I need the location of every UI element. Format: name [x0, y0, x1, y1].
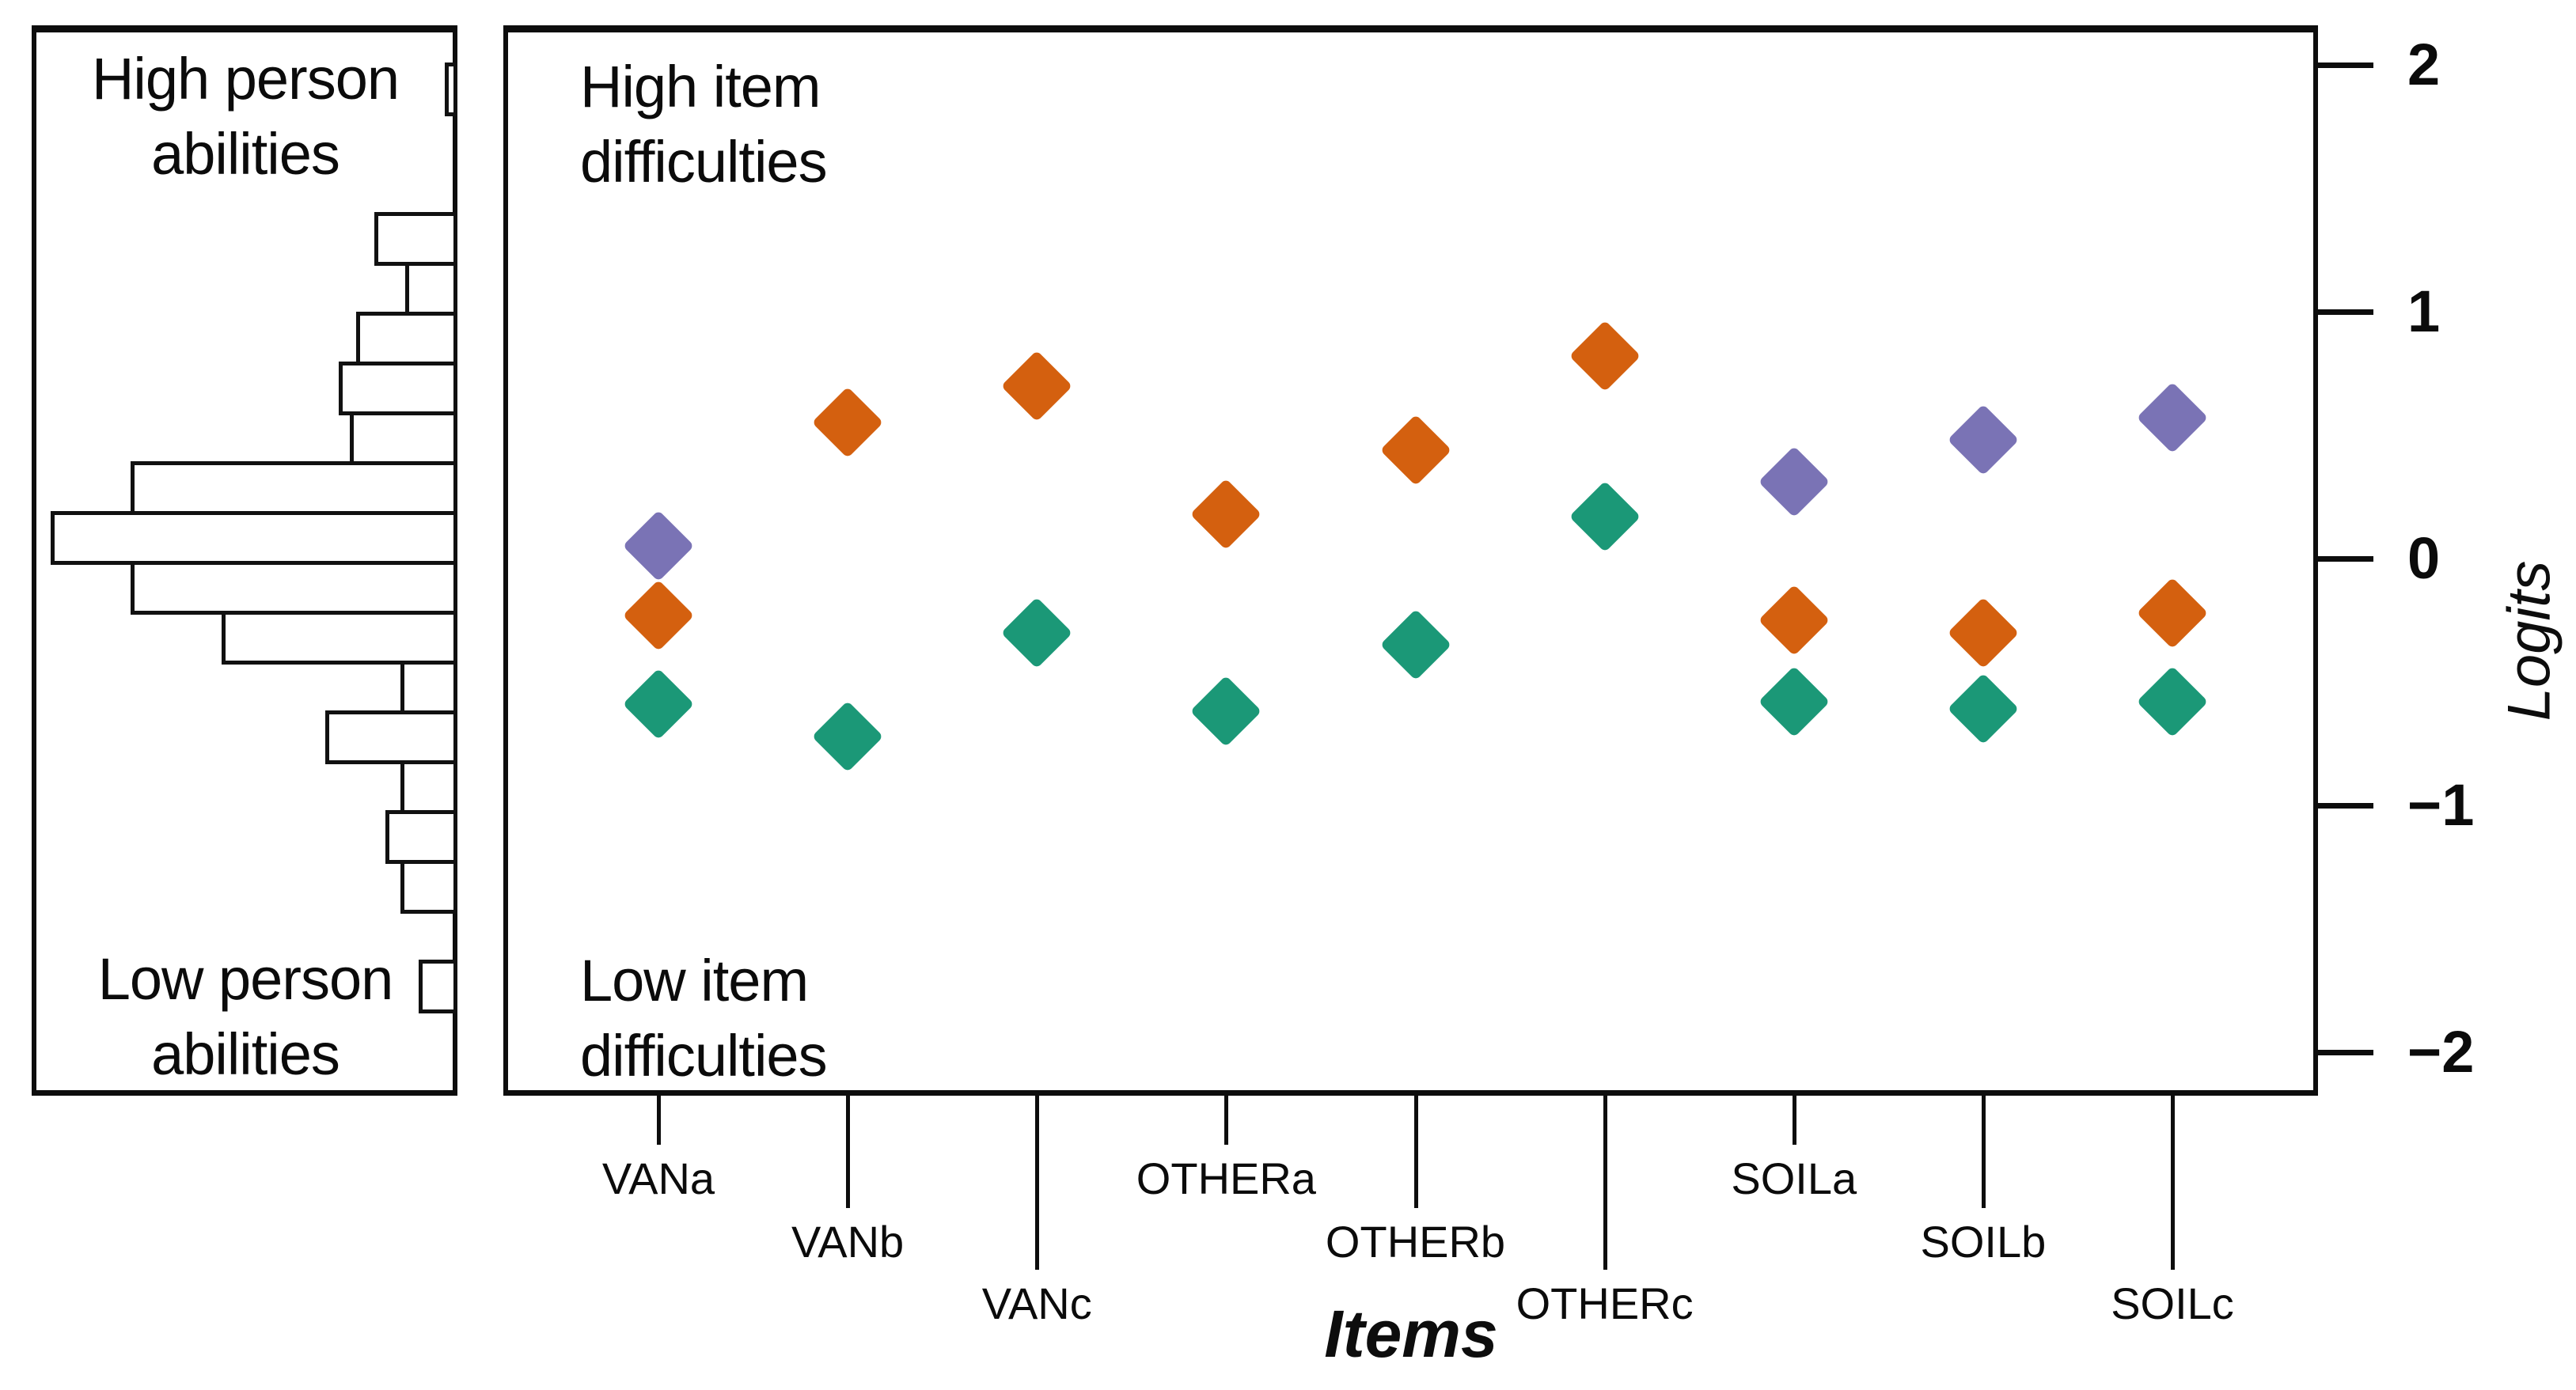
- item-tick-OTHERb: [1413, 1096, 1418, 1208]
- person-histogram-bar: [222, 611, 457, 665]
- item-tick-label-SOILb: SOILb: [1920, 1217, 2047, 1267]
- item-tick-OTHERc: [1603, 1096, 1607, 1270]
- item-tick-SOILa: [1792, 1096, 1796, 1145]
- person-histogram-bar: [445, 62, 457, 116]
- person-histogram-bar: [131, 461, 457, 515]
- item-tick-label-VANa: VANa: [601, 1153, 715, 1203]
- logit-tick-2: [2318, 62, 2373, 68]
- person-histogram-bar: [400, 760, 457, 814]
- item-tick-VANc: [1035, 1096, 1040, 1270]
- item-tick-label-OTHERb: OTHERb: [1325, 1217, 1506, 1267]
- person-histogram-bar: [350, 411, 457, 465]
- item-tick-label-SOILc: SOILc: [2111, 1278, 2234, 1328]
- item-tick-SOILc: [2171, 1096, 2175, 1270]
- person-histogram-bar: [339, 362, 457, 415]
- logit-tick-label-0: 0: [2407, 525, 2441, 591]
- item-difficulty-panel: [503, 25, 2318, 1096]
- item-tick-OTHERa: [1224, 1096, 1229, 1145]
- logit-tick-−1: [2318, 803, 2373, 809]
- item-tick-label-OTHERc: OTHERc: [1516, 1278, 1694, 1328]
- logit-tick-0: [2318, 556, 2373, 562]
- high-person-abilities-label: High person abilities: [91, 46, 400, 187]
- item-tick-label-VANc: VANc: [981, 1278, 1092, 1328]
- logit-tick-label-−1: −1: [2407, 772, 2475, 838]
- person-histogram-bar: [325, 710, 457, 764]
- logit-tick-label-2: 2: [2407, 32, 2441, 97]
- item-tick-VANb: [846, 1096, 851, 1208]
- person-histogram-bar: [356, 312, 457, 365]
- person-histogram-bar: [131, 561, 457, 615]
- logit-tick-1: [2318, 309, 2373, 315]
- low-person-abilities-label: Low person abilities: [97, 946, 394, 1087]
- item-tick-SOILb: [1981, 1096, 1986, 1208]
- item-tick-label-SOILa: SOILa: [1731, 1153, 1857, 1203]
- person-histogram-bar: [51, 511, 457, 565]
- person-histogram-bar: [374, 212, 457, 266]
- person-histogram-bar: [400, 661, 457, 714]
- item-tick-VANa: [657, 1096, 661, 1145]
- item-tick-label-OTHERa: OTHERa: [1136, 1153, 1316, 1203]
- x-axis-title: Items: [1324, 1297, 1498, 1371]
- high-item-difficulties-label: High item difficulties: [580, 54, 828, 195]
- person-histogram-bar: [405, 262, 457, 316]
- item-tick-label-VANb: VANb: [791, 1217, 905, 1267]
- logit-tick-−2: [2318, 1050, 2373, 1055]
- person-histogram-bar: [385, 810, 457, 864]
- y-axis-title: Logits: [2495, 560, 2563, 722]
- logit-tick-label-1: 1: [2407, 278, 2441, 344]
- person-histogram-bar: [400, 860, 457, 914]
- low-item-difficulties-label: Low item difficulties: [580, 948, 828, 1089]
- person-histogram-bar: [419, 960, 457, 1013]
- logit-tick-label-−2: −2: [2407, 1019, 2475, 1085]
